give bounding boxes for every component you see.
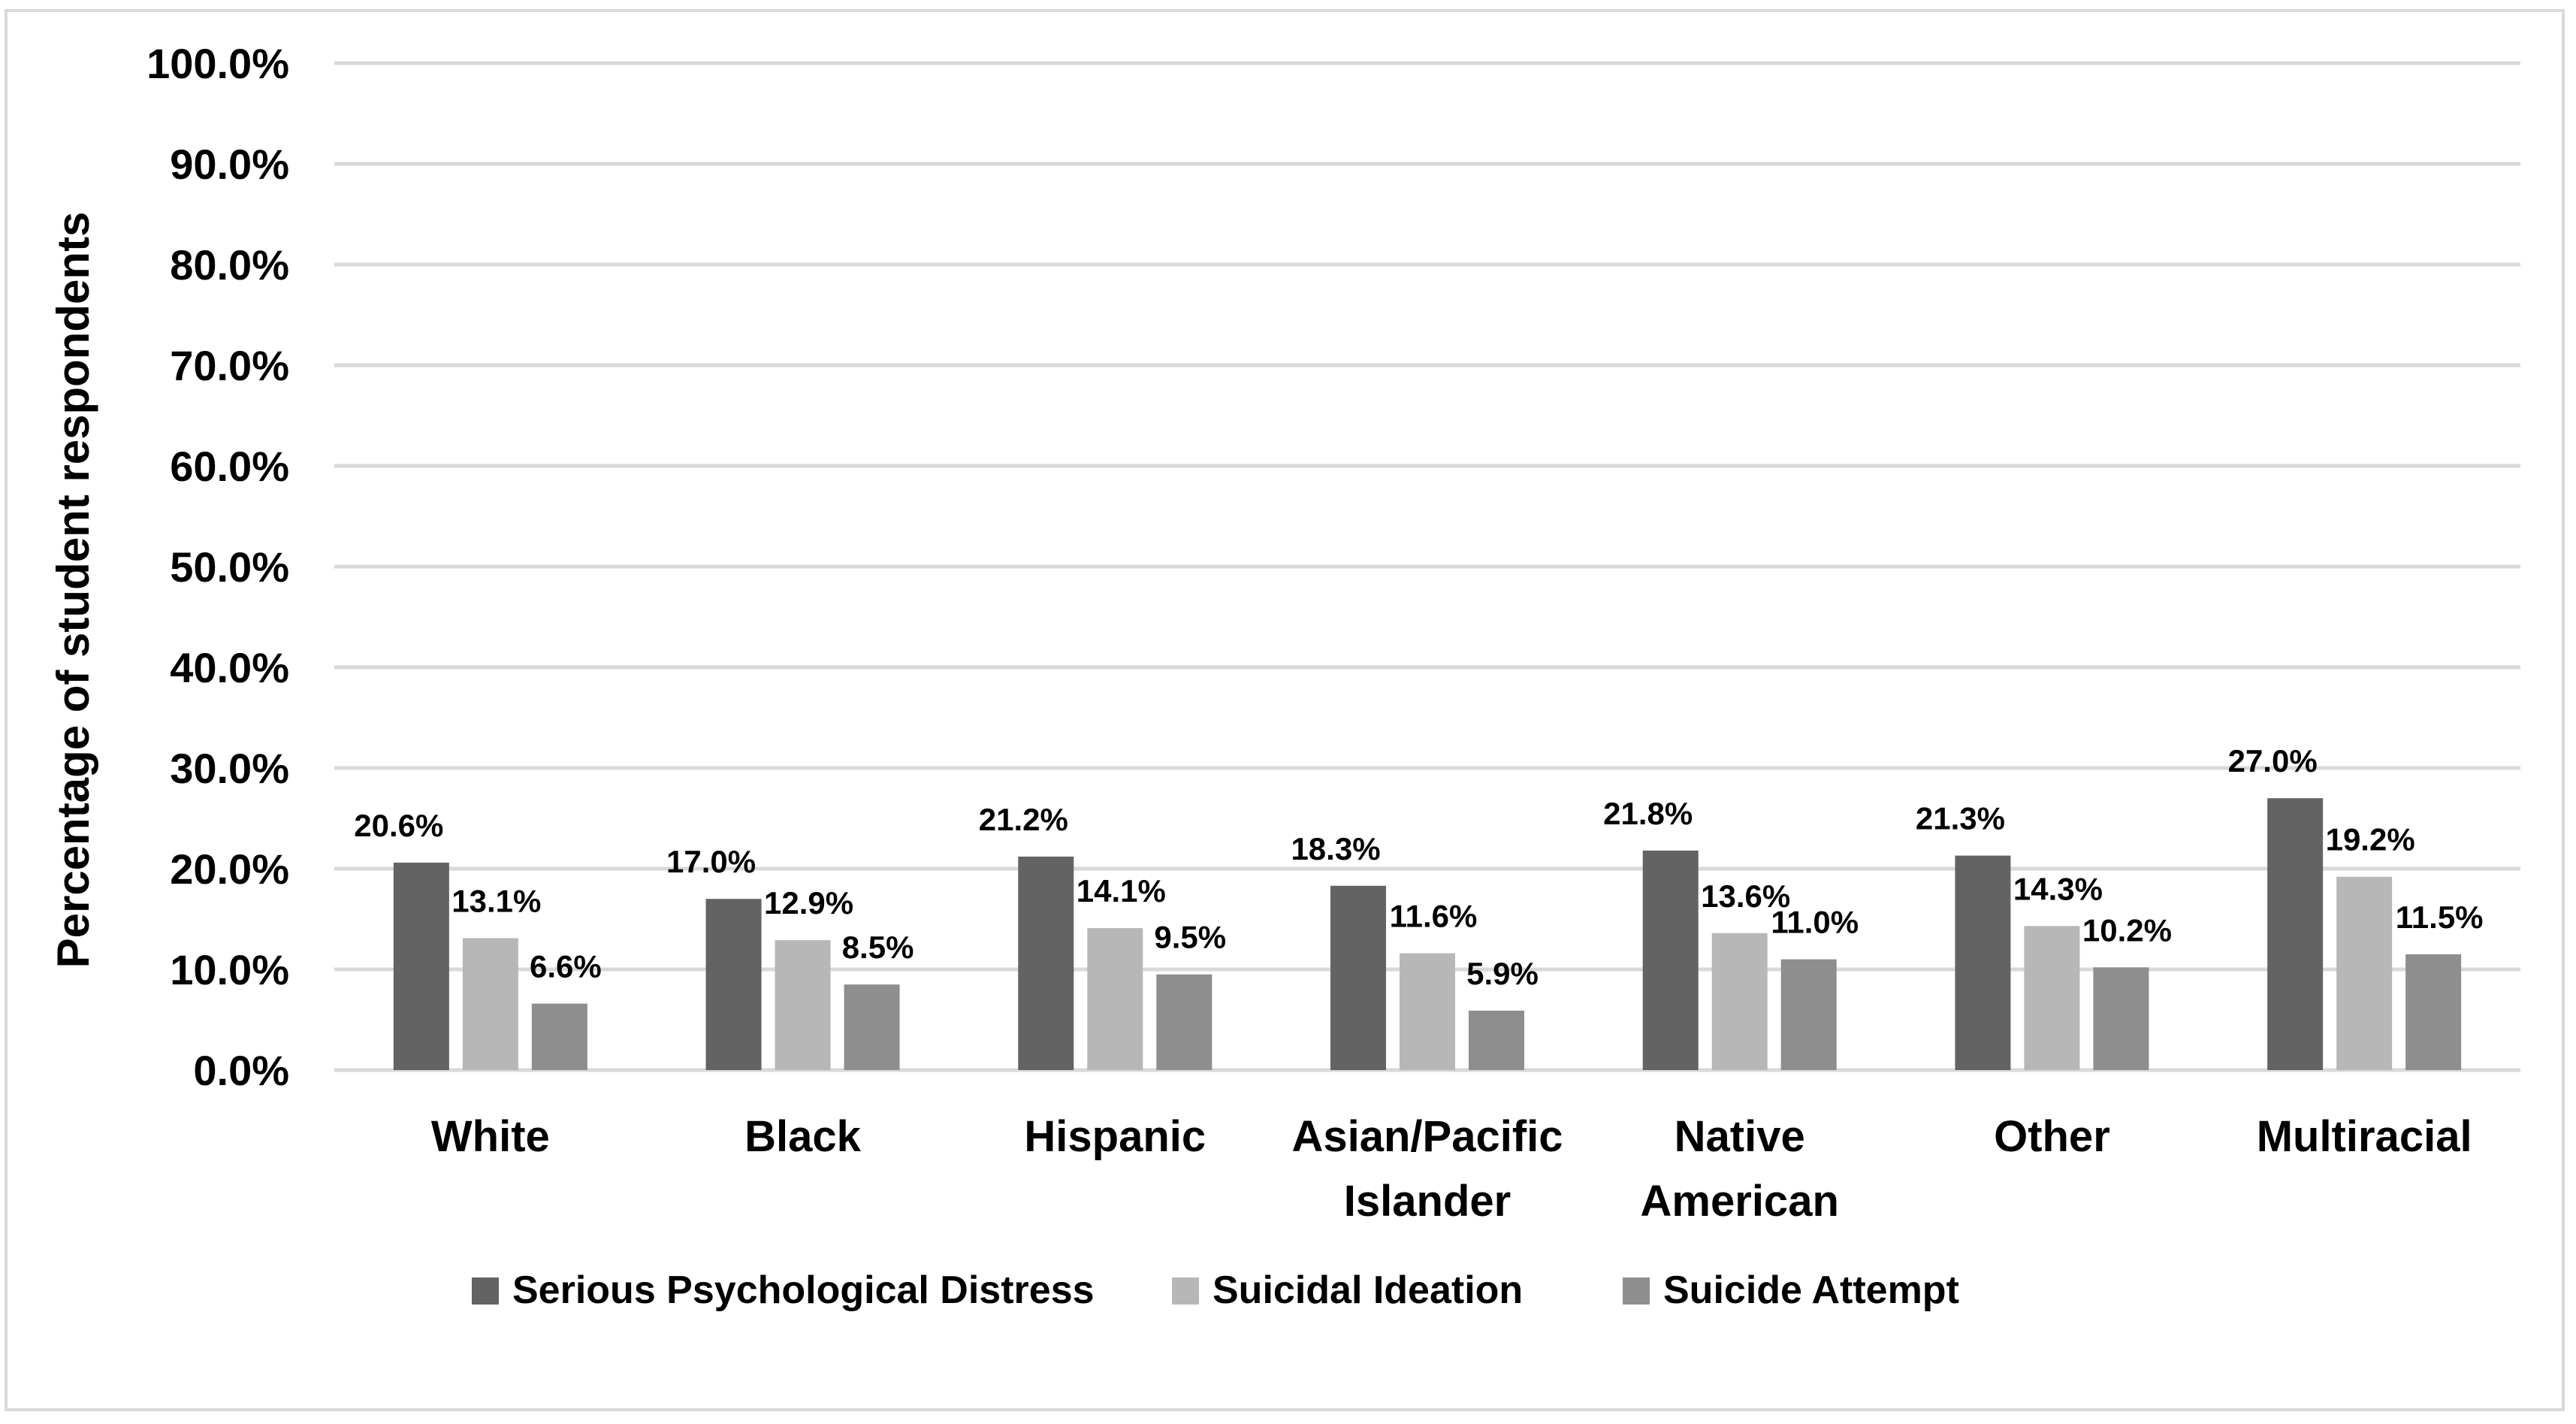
bar [2024,926,2080,1070]
bar [1018,856,1074,1070]
bar [2405,954,2462,1070]
bar [2267,798,2324,1070]
bars [393,798,2462,1070]
data-label: 20.6% [354,808,443,843]
legend-swatch [472,1277,499,1305]
data-label: 14.1% [1077,873,1166,909]
bar [462,938,518,1070]
data-labels: 20.6% 13.1% 6.6% 17.0%12.9% 8.5% 21.2% 14.1% 9.… [354,743,2483,991]
y-tick-label: 70.0% [170,342,289,389]
legend-swatch [1172,1277,1199,1305]
bar [1469,1010,1524,1070]
data-label: 19.2% [2326,822,2415,857]
x-category-label: Asian/Pacific [1291,1112,1563,1161]
bar [2336,876,2393,1070]
data-label: 21.3% [1916,801,2005,836]
bar [1400,953,1455,1070]
bar [1780,959,1837,1070]
x-category-label: Black [744,1112,862,1161]
chart-frame [5,9,2565,1411]
bar [1642,850,1699,1070]
x-category-label: White [431,1112,550,1161]
bar [1330,885,1386,1070]
bar [1087,928,1143,1070]
y-tick-label: 60.0% [170,443,289,490]
bar [393,862,449,1070]
bar [1156,974,1213,1070]
legend-label: Serious Psychological Distress [512,1268,1095,1312]
y-axis-ticks: 0.0% 10.0% 20.0% 30.0% 40.0% 50.0% 60.0% 70.0% 8… [146,40,289,1094]
data-label: 11.6% [1390,899,1478,934]
x-axis-categories: White Black Hispanic Asian/Pacific Islander N… [431,1112,2472,1226]
x-category-label: Other [1994,1112,2110,1161]
data-label: 8.5% [842,930,914,965]
data-label: 5.9% [1466,956,1539,991]
legend-label: Suicide Attempt [1663,1268,1959,1312]
y-tick-label: 80.0% [170,241,289,289]
legend: Serious Psychological Distress Suicidal I… [472,1268,1959,1312]
bar [775,940,831,1070]
y-tick-label: 100.0% [146,40,289,87]
y-axis-label: Percentage of student respondents [48,212,98,969]
data-label: 13.6% [1701,878,1790,914]
y-tick-label: 0.0% [193,1047,289,1094]
data-label: 14.3% [2013,871,2103,906]
data-label: 9.5% [1154,920,1226,955]
data-label: 6.6% [530,949,602,984]
x-category-label: Hispanic [1024,1112,1206,1161]
legend-label: Suicidal Ideation [1213,1268,1523,1312]
y-tick-label: 90.0% [170,141,289,188]
data-label: 18.3% [1291,831,1380,866]
bar [1955,855,2011,1070]
x-category-label: Native [1675,1112,1805,1161]
bar [705,899,762,1070]
y-tick-label: 20.0% [170,845,289,893]
gridlines [334,61,2520,1072]
bar [531,1003,587,1070]
data-label: 21.8% [1603,796,1693,831]
y-tick-label: 40.0% [170,644,289,691]
legend-swatch [1623,1277,1650,1305]
data-label: 12.9% [764,885,853,921]
data-label: 13.1% [451,883,541,918]
data-label: 10.2% [2082,912,2172,948]
y-tick-label: 50.0% [170,543,289,591]
x-category-label: Islander [1344,1177,1511,1226]
data-label: 21.2% [979,802,1068,837]
y-tick-label: 10.0% [170,946,289,993]
data-label: 17.0% [666,844,756,879]
data-label: 11.5% [2396,899,2484,935]
bar [1711,933,1768,1070]
x-category-label: Multiracial [2257,1112,2472,1161]
data-label: 11.0% [1771,905,1859,940]
x-category-label: American [1641,1177,1839,1226]
data-label: 27.0% [2228,743,2318,779]
bar [2093,967,2149,1070]
bar [844,984,900,1070]
y-tick-label: 30.0% [170,745,289,792]
